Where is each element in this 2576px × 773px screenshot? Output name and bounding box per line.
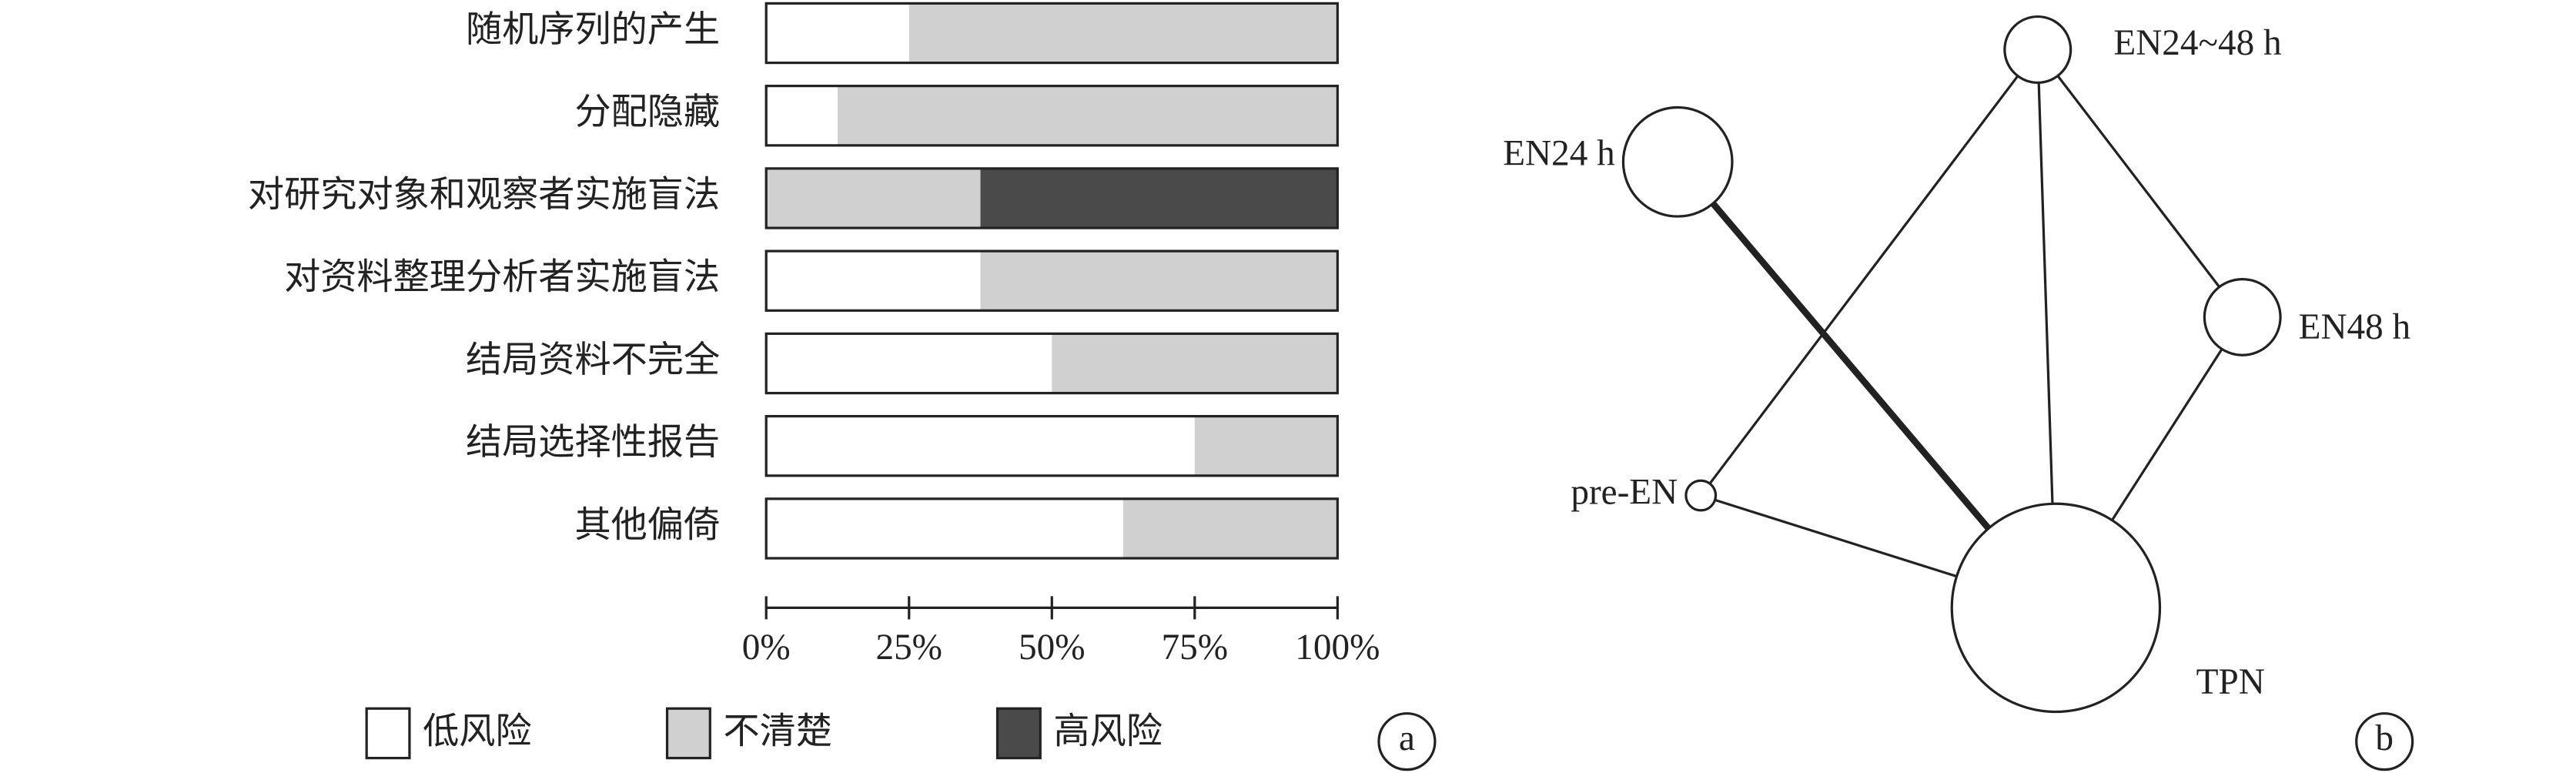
edge — [1715, 498, 1958, 578]
x-tick-label: 0% — [742, 627, 791, 668]
bar-segment — [1123, 498, 1338, 559]
bar-segment — [908, 3, 1338, 63]
legend-swatch — [995, 707, 1042, 760]
bar-segment — [980, 168, 1338, 229]
panel-badge — [2355, 712, 2414, 771]
legend-label: 高风险 — [1053, 711, 1163, 751]
bar-segment — [1052, 333, 1338, 393]
bar-outline — [764, 167, 1339, 229]
bar-segment — [766, 416, 1195, 476]
x-tick-label: 100% — [1295, 627, 1380, 668]
bar-outline — [764, 414, 1339, 477]
bar-segment — [766, 168, 981, 229]
edge — [1708, 75, 2019, 485]
edge — [2037, 82, 2054, 504]
legend-label: 低风险 — [423, 711, 532, 751]
x-tick-label: 75% — [1162, 627, 1228, 668]
legend-swatch — [665, 707, 711, 760]
category-label: 结局选择性报告 — [466, 423, 720, 463]
legend-swatch — [365, 707, 411, 760]
bar-segment — [766, 251, 981, 311]
category-label: 随机序列的产生 — [466, 10, 720, 50]
bar-segment — [766, 333, 1052, 393]
node — [1621, 105, 1734, 218]
category-label: 对研究对象和观察者实施盲法 — [248, 174, 720, 215]
node — [2203, 277, 2282, 356]
node-label: pre-EN — [1571, 472, 1678, 512]
x-tick-label: 50% — [1019, 627, 1085, 668]
edge — [1710, 201, 1992, 531]
bar-outline — [764, 497, 1339, 560]
node — [1950, 502, 2162, 714]
node-label: TPN — [2196, 662, 2265, 702]
bar-segment — [980, 251, 1338, 311]
panel-label: b — [2375, 718, 2394, 758]
category-label: 分配隐藏 — [574, 92, 720, 132]
node — [2003, 15, 2073, 84]
node-label: EN24 h — [1503, 134, 1614, 174]
edge — [2056, 75, 2221, 288]
node-label: EN48 h — [2299, 307, 2410, 347]
node-label: EN24~48 h — [2113, 23, 2281, 63]
category-label: 对资料整理分析者实施盲法 — [284, 257, 720, 298]
bar-outline — [764, 332, 1339, 395]
bar-segment — [766, 498, 1124, 559]
bar-segment — [1194, 416, 1338, 476]
bar-segment — [766, 3, 909, 63]
bar-outline — [764, 85, 1339, 147]
category-label: 其他偏倚 — [574, 505, 720, 545]
node — [1684, 479, 1718, 512]
panel-badge — [1377, 712, 1437, 771]
bar-outline — [764, 249, 1339, 312]
panel-label: a — [1399, 718, 1415, 758]
bar-outline — [764, 2, 1339, 65]
edge — [2111, 348, 2223, 521]
category-label: 结局资料不完全 — [466, 340, 720, 380]
bar-segment — [837, 85, 1338, 146]
bar-segment — [766, 85, 838, 146]
legend-label: 不清楚 — [723, 711, 832, 751]
x-tick-label: 25% — [876, 627, 942, 668]
